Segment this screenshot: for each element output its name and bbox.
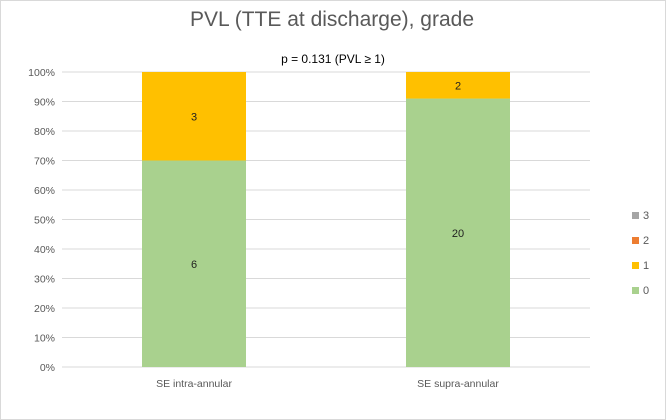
y-tick-label: 40%: [34, 244, 55, 256]
p-value-annotation: p = 0.131 (PVL ≥ 1): [281, 52, 385, 66]
x-axis-tick-labels: SE intra-annular SE supra-annular: [156, 378, 499, 390]
y-tick-label: 70%: [34, 156, 55, 168]
bars: 6 3 20 2: [142, 72, 510, 368]
legend: 3 2 1 0: [632, 210, 649, 297]
y-tick-label: 90%: [34, 97, 55, 109]
legend-swatch: [632, 287, 639, 294]
data-label: 20: [452, 228, 464, 240]
y-tick-label: 20%: [34, 303, 55, 315]
y-tick-label: 0%: [40, 362, 55, 374]
legend-swatch: [632, 212, 639, 219]
bar-segment-0: [142, 160, 246, 367]
y-tick-label: 10%: [34, 333, 55, 345]
y-tick-label: 50%: [34, 215, 55, 227]
legend-label: 1: [643, 260, 649, 272]
y-tick-label: 100%: [28, 67, 55, 79]
legend-label: 3: [643, 210, 649, 222]
bar-segment-1: [406, 72, 510, 99]
legend-label: 0: [643, 285, 649, 297]
data-label: 6: [191, 259, 197, 271]
x-tick-label: SE intra-annular: [156, 378, 232, 390]
chart-title: PVL (TTE at discharge), grade: [189, 8, 474, 31]
gridlines: [62, 71, 590, 368]
y-tick-label: 30%: [34, 274, 55, 286]
legend-label: 2: [643, 235, 649, 247]
legend-swatch: [632, 237, 639, 244]
data-label: 3: [191, 111, 197, 123]
bar-segment-0: [406, 98, 510, 368]
y-tick-label: 60%: [34, 185, 55, 197]
legend-swatch: [632, 262, 639, 269]
y-tick-label: 80%: [34, 126, 55, 138]
y-axis-tick-labels: 0% 10% 20% 30% 40% 50% 60% 70% 80% 90% 100%: [28, 67, 55, 374]
bar-segment-1: [142, 72, 246, 161]
data-label: 2: [455, 80, 461, 92]
x-tick-label: SE supra-annular: [417, 378, 499, 390]
